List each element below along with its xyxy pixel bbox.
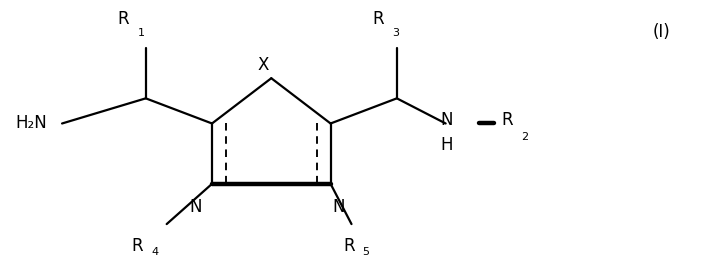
- Text: R: R: [131, 237, 143, 255]
- Text: 2: 2: [521, 132, 528, 142]
- Text: 4: 4: [151, 247, 158, 257]
- Text: 1: 1: [137, 28, 144, 38]
- Text: X: X: [257, 56, 269, 74]
- Text: H: H: [440, 136, 453, 154]
- Text: R: R: [501, 111, 513, 129]
- Text: H₂N: H₂N: [15, 115, 47, 133]
- Text: N: N: [440, 111, 453, 129]
- Text: N: N: [189, 198, 202, 216]
- Text: R: R: [343, 237, 355, 255]
- Text: 3: 3: [392, 28, 399, 38]
- Text: R: R: [118, 10, 129, 28]
- Text: R: R: [373, 10, 384, 28]
- Text: (I): (I): [653, 23, 671, 41]
- Text: N: N: [332, 198, 344, 216]
- Text: 5: 5: [363, 247, 370, 257]
